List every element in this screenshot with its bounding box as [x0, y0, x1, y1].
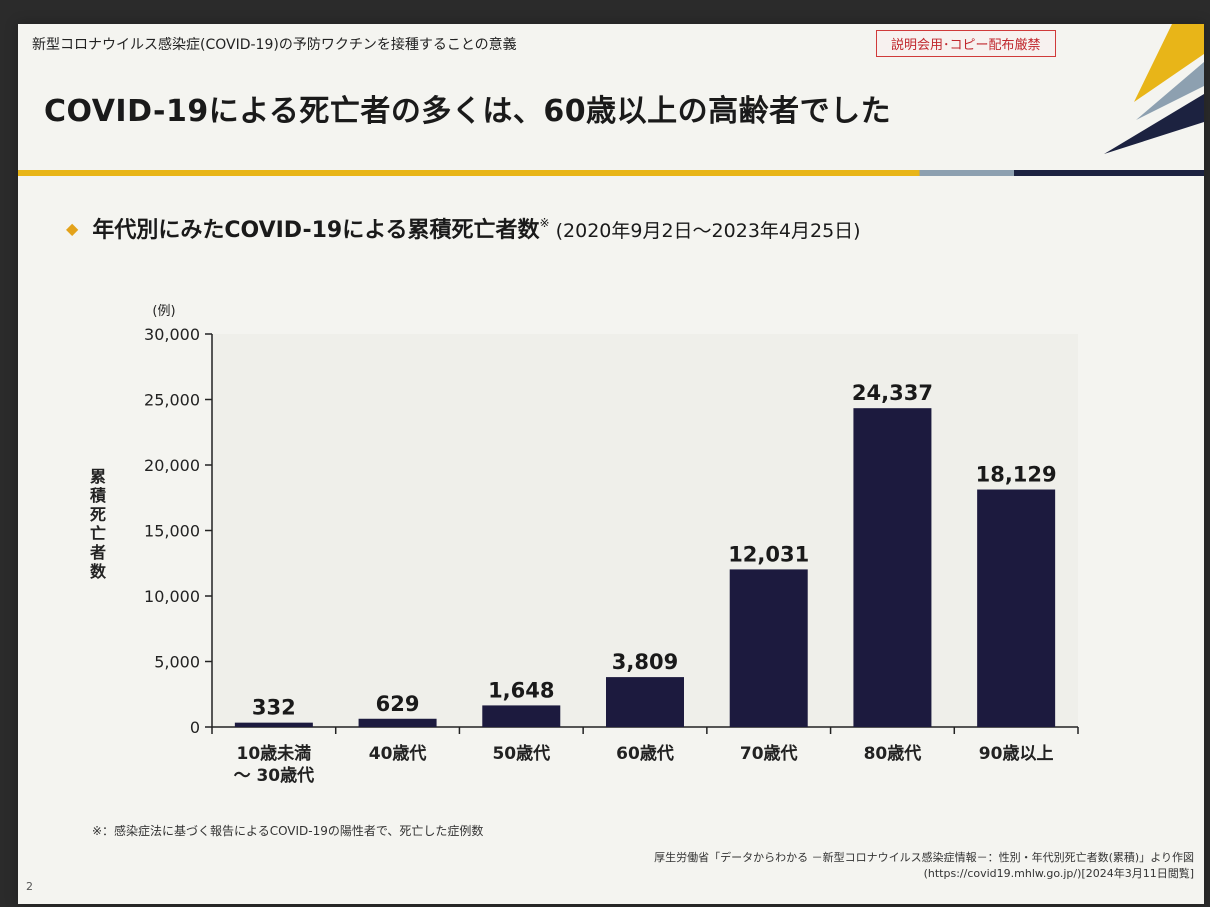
diamond-bullet-icon: ◆: [66, 219, 79, 238]
y-unit-label: (例): [152, 304, 175, 319]
y-tick-label: 0: [190, 718, 200, 737]
y-tick-label: 15,000: [144, 522, 200, 541]
x-tick-label: 50歳代: [492, 743, 550, 764]
y-axis-title-char: 数: [90, 562, 107, 581]
x-tick-label: 80歳代: [864, 743, 922, 764]
bar: [358, 718, 437, 727]
y-tick-label: 20,000: [144, 456, 200, 475]
bar: [853, 408, 932, 727]
data-label: 3,809: [612, 650, 678, 674]
slide-title: COVID-19による死亡者の多くは、60歳以上の高齢者でした: [44, 94, 892, 129]
bar: [234, 722, 313, 727]
data-label: 18,129: [976, 463, 1057, 487]
y-axis-title-char: 死: [90, 505, 106, 524]
bar: [482, 705, 561, 727]
data-label: 1,648: [488, 678, 554, 702]
x-tick-label: 70歳代: [740, 743, 798, 764]
y-tick-label: 10,000: [144, 587, 200, 606]
x-tick-label: 60歳代: [616, 743, 674, 764]
y-tick-label: 30,000: [144, 325, 200, 344]
data-label: 12,031: [728, 542, 809, 566]
x-tick-label: 10歳未満: [237, 743, 312, 764]
y-axis-title-char: 積: [89, 486, 107, 505]
plot-area: [212, 334, 1078, 727]
title-rule: [18, 170, 1204, 176]
source-line-2: (https://covid19.mhlw.go.jp/)[2024年3月11日…: [923, 867, 1194, 880]
confidential-stamp: 説明会用･コピー配布厳禁: [876, 30, 1056, 57]
page-number: 2: [26, 880, 33, 893]
y-axis-title-char: 累: [90, 467, 106, 486]
y-axis-title-char: 者: [89, 543, 106, 562]
corner-decoration: [1104, 24, 1204, 154]
y-tick-label: 25,000: [144, 391, 200, 410]
x-tick-label: 90歳以上: [979, 743, 1054, 764]
data-label: 629: [376, 692, 420, 716]
bar: [606, 677, 684, 727]
slide: 新型コロナウイルス感染症(COVID-19)の予防ワクチンを接種することの意義 …: [18, 24, 1204, 904]
section-period: (2020年9月2日～2023年4月25日): [555, 220, 861, 242]
data-label: 24,337: [852, 381, 933, 405]
y-tick-label: 5,000: [154, 653, 200, 672]
bar: [977, 489, 1056, 727]
x-tick-label: 40歳代: [369, 743, 427, 764]
source-note: 厚生労働省「データからわかる －新型コロナウイルス感染症情報－：性別・年代別死亡…: [654, 850, 1194, 882]
source-line-1: 厚生労働省「データからわかる －新型コロナウイルス感染症情報－：性別・年代別死亡…: [654, 851, 1194, 864]
section-heading: ◆ 年代別にみたCOVID-19による累積死亡者数※ (2020年9月2日～2023…: [66, 212, 861, 244]
x-tick-label: ～ 30歳代: [234, 765, 315, 786]
y-axis-title-char: 亡: [90, 524, 106, 543]
footnote-mark: ※: [539, 216, 550, 230]
section-title: 年代別にみたCOVID-19による累積死亡者数: [92, 218, 540, 243]
slide-subtitle: 新型コロナウイルス感染症(COVID-19)の予防ワクチンを接種することの意義: [32, 37, 517, 53]
bar: [729, 569, 808, 727]
data-label: 332: [252, 696, 296, 720]
footnote: ※：感染症法に基づく報告によるCOVID-19の陽性者で、死亡した症例数: [92, 824, 484, 838]
bar-chart: 0 5,000 10,000 15,000 20,000 25,000 30,000 (例) 累…: [89, 304, 1079, 786]
